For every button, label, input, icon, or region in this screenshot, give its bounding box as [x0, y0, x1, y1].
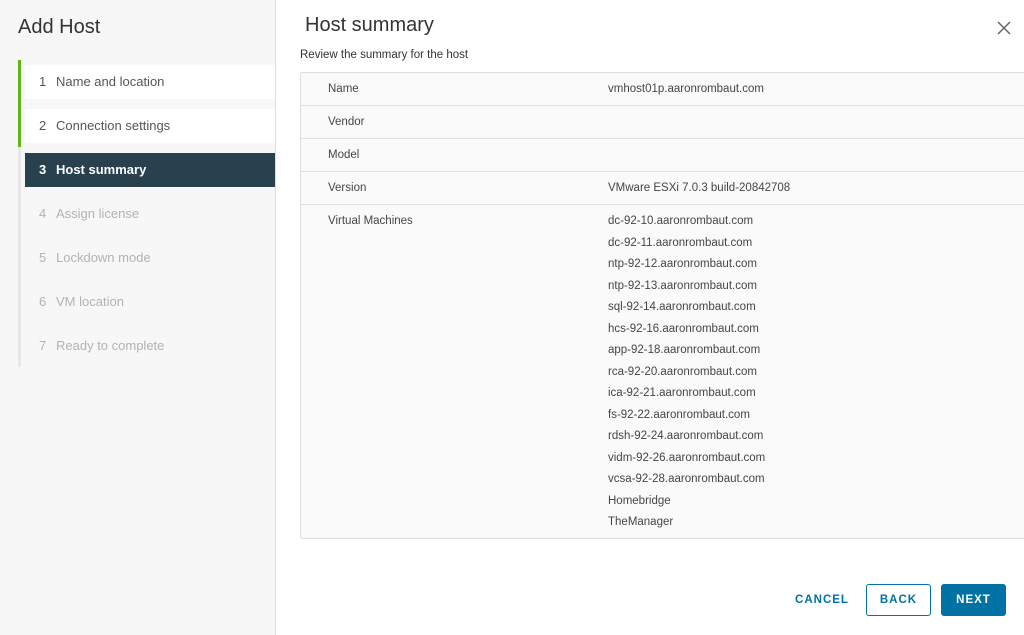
row-value: vmhost01p.aaronrombaut.com — [608, 83, 764, 95]
summary-row: Version VMware ESXi 7.0.3 build-20842708 — [301, 172, 1024, 205]
step-5: 5 Lockdown mode — [25, 241, 275, 275]
summary-row: Model — [301, 139, 1024, 172]
step-label: VM location — [56, 294, 124, 309]
step-number: 3 — [39, 162, 47, 177]
step-7: 7 Ready to complete — [25, 329, 275, 363]
cancel-button[interactable]: CANCEL — [795, 594, 849, 606]
step-number: 5 — [39, 250, 47, 265]
row-label: Model — [328, 149, 360, 161]
vm-item: dc-92-10.aaronrombaut.com — [608, 215, 754, 227]
step-4: 4 Assign license — [25, 197, 275, 231]
vm-item: fs-92-22.aaronrombaut.com — [608, 408, 750, 421]
step-number: 2 — [39, 118, 47, 133]
next-button[interactable]: NEXT — [941, 584, 1006, 616]
step-2[interactable]: 2 Connection settings — [25, 109, 275, 143]
vm-item: ntp-92-13.aaronrombaut.com — [608, 279, 757, 292]
close-icon[interactable] — [994, 18, 1014, 38]
step-number: 1 — [39, 74, 47, 89]
vm-list: dc-92-10.aaronrombaut.com dc-92-11.aaronr… — [608, 215, 765, 538]
step-label: Ready to complete — [56, 338, 165, 353]
page-title: Host summary — [305, 14, 434, 36]
vm-item: rca-92-20.aaronrombaut.com — [608, 365, 757, 378]
summary-row: Vendor — [301, 106, 1024, 139]
vm-item: rdsh-92-24.aaronrombaut.com — [608, 430, 764, 442]
step-label: Name and location — [56, 74, 165, 89]
progress-track — [18, 60, 21, 367]
back-button[interactable]: BACK — [866, 584, 931, 616]
step-number: 6 — [39, 294, 47, 309]
step-6: 6 VM location — [25, 285, 275, 319]
vm-item: dc-92-11.aaronrombaut.com — [608, 236, 753, 249]
vm-item: vcsa-92-28.aaronrombaut.com — [608, 473, 765, 485]
summary-row: Name vmhost01p.aaronrombaut.com — [301, 73, 1024, 106]
row-label: Vendor — [328, 116, 365, 128]
vm-item: ica-92-21.aaronrombaut.com — [608, 387, 756, 399]
vm-item: vidm-92-26.aaronrombaut.com — [608, 451, 766, 464]
page-subtitle: Review the summary for the host — [300, 49, 469, 61]
wizard-sidebar: Add Host 1 Name and location 2 Connection s… — [0, 0, 276, 635]
wizard-title: Add Host — [18, 16, 101, 38]
row-label: Name — [328, 83, 359, 95]
progress-done-bar — [18, 60, 21, 147]
vm-item: Homebridge — [608, 494, 671, 507]
row-label: Version — [328, 182, 367, 194]
vm-item: sql-92-14.aaronrombaut.com — [608, 301, 756, 313]
step-1[interactable]: 1 Name and location — [25, 65, 275, 99]
step-number: 7 — [39, 338, 47, 353]
vm-item: ntp-92-12.aaronrombaut.com — [608, 258, 757, 270]
step-label: Host summary — [56, 162, 147, 177]
vm-item: hcs-92-16.aaronrombaut.com — [608, 322, 759, 335]
step-label: Connection settings — [56, 118, 171, 133]
summary-table: Name vmhost01p.aaronrombaut.com Vendor Mode… — [300, 72, 1024, 539]
vm-item: app-92-18.aaronrombaut.com — [608, 344, 761, 356]
step-label: Lockdown mode — [56, 250, 151, 265]
step-number: 4 — [39, 206, 47, 221]
step-3[interactable]: 3 Host summary — [25, 153, 275, 187]
row-value: VMware ESXi 7.0.3 build-20842708 — [608, 182, 791, 194]
step-label: Assign license — [56, 206, 140, 221]
vm-item: TheManager — [608, 516, 674, 528]
vm-label: Virtual Machines — [328, 215, 413, 227]
